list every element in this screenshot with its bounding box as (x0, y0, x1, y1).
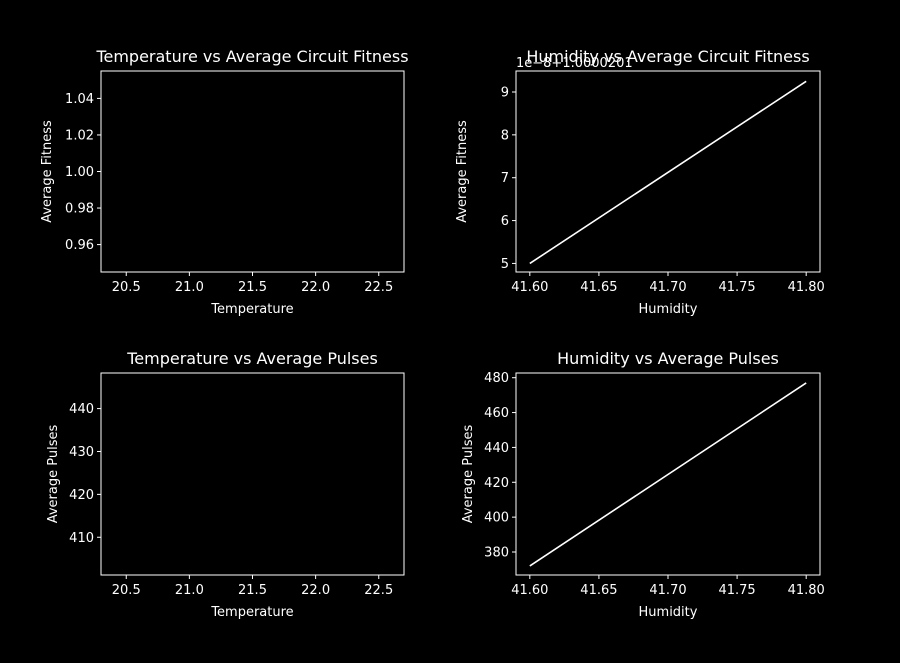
chart-title: Temperature vs Average Pulses (126, 349, 378, 368)
y-tick-label: 5 (501, 257, 509, 272)
y-tick-label: 460 (484, 406, 509, 421)
y-axis-label: Average Fitness (40, 120, 55, 223)
x-tick-label: 41.70 (649, 583, 686, 598)
y-tick-label: 6 (501, 214, 509, 229)
axes-frame (100, 70, 405, 273)
subplot-temp-pulses: Temperature vs Average Pulses 20.5 21.0 21.… (46, 349, 405, 620)
y-tick-label: 410 (69, 531, 94, 546)
y-tick-label: 9 (501, 86, 509, 101)
y-axis-label: Average Pulses (46, 425, 61, 524)
x-tick-label: 41.70 (649, 280, 686, 295)
x-tick-label: 20.5 (112, 583, 141, 598)
axes-frame (100, 372, 405, 576)
x-tick-label: 20.5 (112, 280, 141, 295)
y-tick-label: 0.96 (65, 238, 94, 253)
x-tick-label: 21.0 (175, 280, 204, 295)
y-tick-label: 380 (484, 545, 509, 560)
x-axis-label: Humidity (639, 605, 698, 620)
x-tick-label: 21.5 (238, 280, 267, 295)
x-tick-label: 21.5 (238, 583, 267, 598)
y-axis-label: Average Pulses (461, 425, 476, 524)
y-tick-label: 440 (69, 402, 94, 417)
series-line (529, 80, 807, 265)
x-tick-label: 22.0 (301, 583, 330, 598)
subplot-humidity-pulses: Humidity vs Average Pulses 41.60 41.65 41.7… (461, 349, 825, 620)
x-axis-label: Humidity (639, 302, 698, 317)
series-line (529, 382, 807, 567)
y-tick-label: 8 (501, 128, 509, 143)
subplot-humidity-fitness: Humidity vs Average Circuit Fitness1e−8+… (455, 47, 825, 317)
chart-title: Humidity vs Average Pulses (557, 349, 779, 368)
x-axis-label: Temperature (210, 605, 293, 620)
y-tick-label: 0.98 (65, 202, 94, 217)
chart-title: Temperature vs Average Circuit Fitness (95, 47, 408, 66)
y-tick-label: 1.00 (65, 165, 94, 180)
x-tick-label: 41.60 (511, 583, 548, 598)
x-tick-label: 41.80 (788, 280, 825, 295)
x-tick-label: 41.65 (580, 280, 617, 295)
y-tick-label: 420 (484, 476, 509, 491)
y-tick-label: 1.04 (65, 92, 94, 107)
y-tick-label: 7 (501, 171, 509, 186)
axis-offset-text: 1e−8+1.0000201 (516, 56, 633, 71)
x-tick-label: 22.5 (364, 583, 393, 598)
x-tick-label: 41.75 (718, 280, 755, 295)
x-tick-label: 41.60 (511, 280, 548, 295)
y-axis-label: Average Fitness (455, 120, 470, 223)
subplot-temp-fitness: Temperature vs Average Circuit Fitness 20… (40, 47, 409, 317)
y-tick-label: 480 (484, 371, 509, 386)
x-tick-label: 22.0 (301, 280, 330, 295)
chart-title: Humidity vs Average Circuit Fitness (526, 47, 809, 66)
x-tick-label: 41.80 (788, 583, 825, 598)
y-tick-label: 1.02 (65, 128, 94, 143)
x-tick-label: 41.65 (580, 583, 617, 598)
x-tick-label: 22.5 (364, 280, 393, 295)
y-tick-label: 400 (484, 511, 509, 526)
y-tick-label: 420 (69, 488, 94, 503)
x-tick-label: 21.0 (175, 583, 204, 598)
x-axis-label: Temperature (210, 302, 293, 317)
y-tick-label: 430 (69, 445, 94, 460)
x-tick-label: 41.75 (718, 583, 755, 598)
y-tick-label: 440 (484, 441, 509, 456)
